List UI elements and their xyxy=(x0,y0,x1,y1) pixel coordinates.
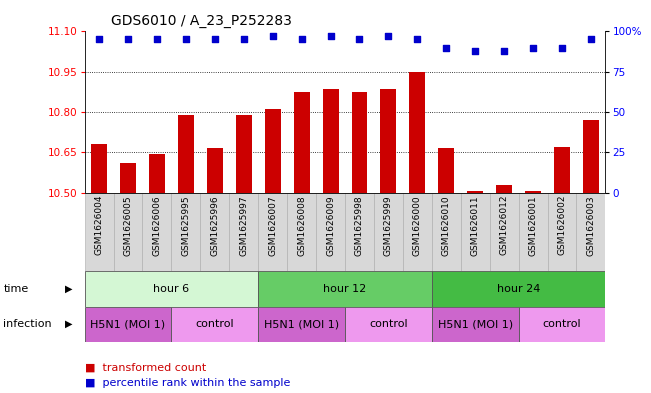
Bar xyxy=(287,193,316,271)
Point xyxy=(354,36,365,42)
Text: GSM1626004: GSM1626004 xyxy=(94,195,104,255)
Text: GSM1626008: GSM1626008 xyxy=(297,195,306,255)
Text: control: control xyxy=(195,319,234,329)
Text: GSM1626007: GSM1626007 xyxy=(268,195,277,255)
Bar xyxy=(201,193,229,271)
Text: ▶: ▶ xyxy=(64,284,72,294)
Text: GSM1626006: GSM1626006 xyxy=(152,195,161,255)
Text: GSM1625999: GSM1625999 xyxy=(384,195,393,255)
Bar xyxy=(85,193,113,271)
Bar xyxy=(490,193,519,271)
Text: GSM1626010: GSM1626010 xyxy=(442,195,450,255)
Point xyxy=(123,36,133,42)
Bar xyxy=(554,147,570,193)
Text: GSM1625996: GSM1625996 xyxy=(210,195,219,255)
Point xyxy=(586,36,596,42)
Bar xyxy=(258,271,432,307)
Bar xyxy=(519,307,605,342)
Bar xyxy=(149,154,165,193)
Point xyxy=(441,44,452,51)
Point xyxy=(94,36,104,42)
Text: GSM1626002: GSM1626002 xyxy=(557,195,566,255)
Bar xyxy=(207,148,223,193)
Text: GSM1626000: GSM1626000 xyxy=(413,195,422,255)
Text: GSM1626003: GSM1626003 xyxy=(587,195,596,255)
Bar xyxy=(113,193,143,271)
Text: GSM1625998: GSM1625998 xyxy=(355,195,364,255)
Text: hour 6: hour 6 xyxy=(154,284,189,294)
Point xyxy=(412,36,422,42)
Bar xyxy=(438,148,454,193)
Bar xyxy=(519,193,547,271)
Text: GSM1625995: GSM1625995 xyxy=(182,195,190,255)
Text: H5N1 (MOI 1): H5N1 (MOI 1) xyxy=(437,319,513,329)
Text: infection: infection xyxy=(3,319,52,329)
Bar xyxy=(258,307,345,342)
Text: GSM1626012: GSM1626012 xyxy=(500,195,508,255)
Bar xyxy=(409,72,425,193)
Point xyxy=(470,48,480,54)
Bar xyxy=(345,307,432,342)
Bar xyxy=(85,307,171,342)
Bar xyxy=(85,271,258,307)
Point xyxy=(557,44,567,51)
Bar xyxy=(432,307,519,342)
Text: H5N1 (MOI 1): H5N1 (MOI 1) xyxy=(264,319,339,329)
Text: GSM1626001: GSM1626001 xyxy=(529,195,538,255)
Point xyxy=(268,33,278,39)
Text: ■  percentile rank within the sample: ■ percentile rank within the sample xyxy=(85,378,290,388)
Text: ■  transformed count: ■ transformed count xyxy=(85,362,206,373)
Bar xyxy=(525,191,541,193)
Text: control: control xyxy=(543,319,581,329)
Bar xyxy=(171,307,258,342)
Bar xyxy=(374,193,403,271)
Bar xyxy=(432,193,461,271)
Text: control: control xyxy=(369,319,408,329)
Point xyxy=(499,48,509,54)
Point xyxy=(296,36,307,42)
Point xyxy=(210,36,220,42)
Text: time: time xyxy=(3,284,29,294)
Bar xyxy=(171,193,201,271)
Bar xyxy=(403,193,432,271)
Text: hour 24: hour 24 xyxy=(497,284,540,294)
Bar xyxy=(265,109,281,193)
Bar xyxy=(461,193,490,271)
Bar xyxy=(143,193,171,271)
Bar xyxy=(229,193,258,271)
Bar xyxy=(91,144,107,193)
Bar xyxy=(120,163,136,193)
Bar xyxy=(236,115,252,193)
Text: GSM1626011: GSM1626011 xyxy=(471,195,480,255)
Bar xyxy=(294,92,310,193)
Bar xyxy=(467,191,483,193)
Bar xyxy=(432,271,605,307)
Text: GDS6010 / A_23_P252283: GDS6010 / A_23_P252283 xyxy=(111,14,292,28)
Point xyxy=(528,44,538,51)
Bar xyxy=(352,92,367,193)
Text: hour 12: hour 12 xyxy=(324,284,367,294)
Text: GSM1626009: GSM1626009 xyxy=(326,195,335,255)
Point xyxy=(238,36,249,42)
Bar xyxy=(577,193,605,271)
Text: ▶: ▶ xyxy=(64,319,72,329)
Bar xyxy=(258,193,287,271)
Point xyxy=(326,33,336,39)
Bar xyxy=(323,89,339,193)
Point xyxy=(181,36,191,42)
Bar xyxy=(547,193,577,271)
Text: H5N1 (MOI 1): H5N1 (MOI 1) xyxy=(90,319,165,329)
Bar xyxy=(316,193,345,271)
Bar xyxy=(178,115,194,193)
Bar xyxy=(345,193,374,271)
Bar xyxy=(496,185,512,193)
Text: GSM1626005: GSM1626005 xyxy=(124,195,133,255)
Point xyxy=(152,36,162,42)
Bar xyxy=(380,89,396,193)
Text: GSM1625997: GSM1625997 xyxy=(240,195,248,255)
Point xyxy=(383,33,394,39)
Bar xyxy=(583,120,599,193)
